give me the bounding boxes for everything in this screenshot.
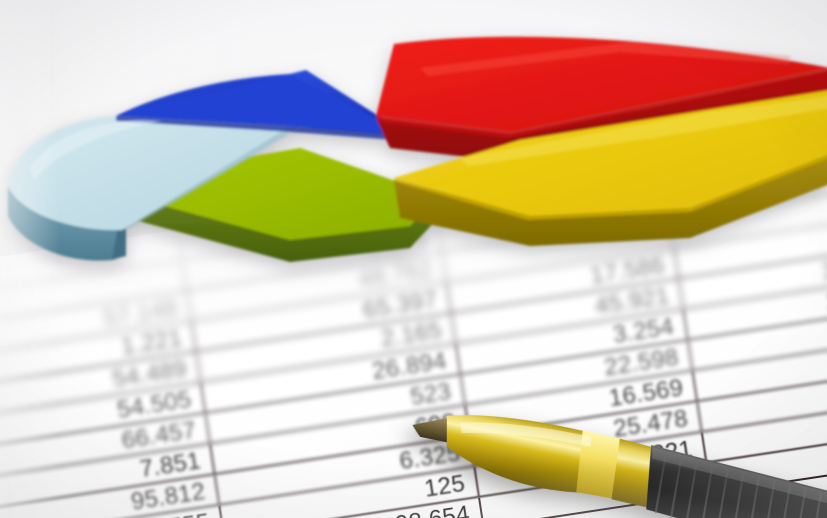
pen-band: [576, 430, 624, 500]
pen-tip: [412, 416, 454, 444]
ballpoint-pen: [387, 374, 827, 518]
pie-chart-3d: [0, 8, 827, 288]
pen-grip: [646, 445, 827, 518]
